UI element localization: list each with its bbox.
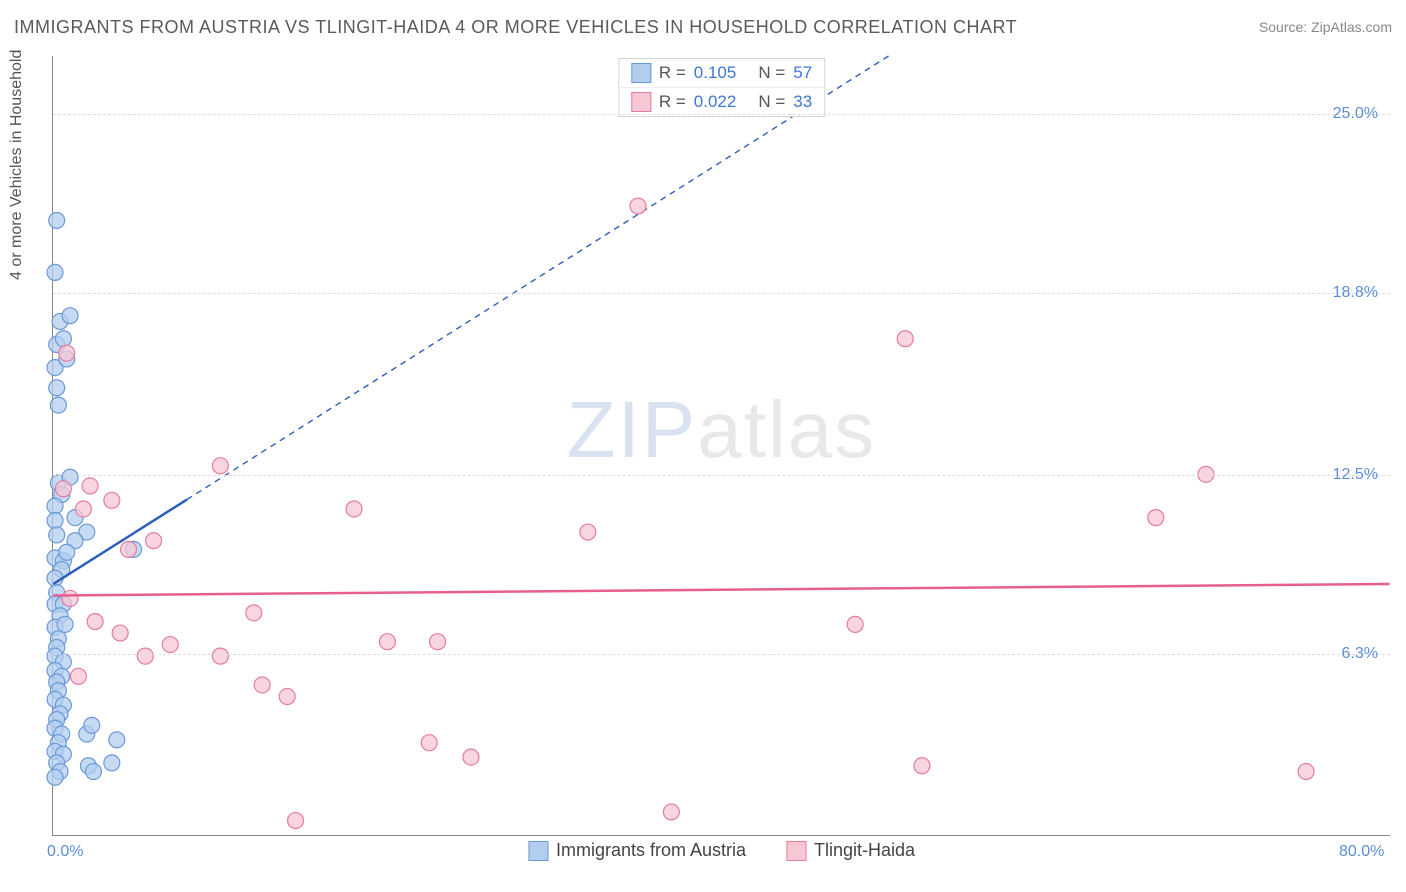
stat-r-value: 0.022	[694, 92, 737, 112]
scatter-point	[47, 769, 63, 785]
legend-swatch	[528, 841, 548, 861]
scatter-point	[663, 804, 679, 820]
scatter-point	[70, 668, 86, 684]
scatter-svg	[53, 56, 1390, 835]
legend-label: Immigrants from Austria	[556, 840, 746, 861]
scatter-point	[50, 397, 66, 413]
scatter-point	[59, 345, 75, 361]
scatter-point	[346, 501, 362, 517]
scatter-point	[254, 677, 270, 693]
scatter-point	[47, 513, 63, 529]
stat-n-label: N =	[758, 63, 785, 83]
gridline	[53, 114, 1390, 115]
scatter-point	[104, 492, 120, 508]
scatter-point	[87, 614, 103, 630]
y-tick-label: 6.3%	[1342, 645, 1378, 663]
stat-r-label: R =	[659, 92, 686, 112]
scatter-point	[49, 527, 65, 543]
stats-row: R = 0.022 N = 33	[619, 87, 824, 116]
x-tick-label: 0.0%	[47, 843, 83, 861]
scatter-point	[84, 717, 100, 733]
legend-swatch	[631, 92, 651, 112]
scatter-point	[379, 634, 395, 650]
scatter-point	[109, 732, 125, 748]
scatter-point	[62, 590, 78, 606]
y-tick-label: 12.5%	[1333, 466, 1378, 484]
scatter-point	[463, 749, 479, 765]
gridline	[53, 475, 1390, 476]
scatter-point	[57, 616, 73, 632]
scatter-point	[49, 380, 65, 396]
scatter-point	[121, 541, 137, 557]
trend-line-dashed	[187, 56, 889, 500]
scatter-point	[430, 634, 446, 650]
scatter-point	[47, 498, 63, 514]
stat-r-value: 0.105	[694, 63, 737, 83]
stat-n-value: 57	[793, 63, 812, 83]
scatter-point	[137, 648, 153, 664]
scatter-point	[897, 331, 913, 347]
stat-n-label: N =	[758, 92, 785, 112]
stats-legend-box: R = 0.105 N = 57 R = 0.022 N = 33	[618, 58, 825, 117]
y-axis-label: 4 or more Vehicles in Household	[8, 50, 26, 280]
scatter-point	[630, 198, 646, 214]
scatter-point	[47, 264, 63, 280]
scatter-point	[55, 481, 71, 497]
scatter-point	[62, 308, 78, 324]
stat-r-label: R =	[659, 63, 686, 83]
legend-swatch	[786, 841, 806, 861]
legend-label: Tlingit-Haida	[814, 840, 915, 861]
scatter-point	[580, 524, 596, 540]
scatter-point	[212, 648, 228, 664]
scatter-point	[85, 764, 101, 780]
source-attribution: Source: ZipAtlas.com	[1259, 19, 1392, 35]
stat-n-value: 33	[793, 92, 812, 112]
y-tick-label: 25.0%	[1333, 105, 1378, 123]
scatter-point	[82, 478, 98, 494]
scatter-point	[288, 813, 304, 829]
stats-row: R = 0.105 N = 57	[619, 59, 824, 87]
scatter-point	[279, 689, 295, 705]
scatter-point	[49, 212, 65, 228]
series-legend: Immigrants from Austria Tlingit-Haida	[528, 840, 915, 861]
y-tick-label: 18.8%	[1333, 284, 1378, 302]
scatter-point	[1298, 764, 1314, 780]
chart-plot-area: ZIPatlas R = 0.105 N = 57 R = 0.022 N = …	[52, 56, 1390, 836]
scatter-point	[914, 758, 930, 774]
scatter-point	[55, 331, 71, 347]
gridline	[53, 654, 1390, 655]
scatter-point	[75, 501, 91, 517]
scatter-point	[212, 458, 228, 474]
scatter-point	[112, 625, 128, 641]
scatter-point	[146, 533, 162, 549]
gridline	[53, 293, 1390, 294]
legend-swatch	[631, 63, 651, 83]
x-tick-label: 80.0%	[1339, 843, 1384, 861]
scatter-point	[421, 735, 437, 751]
legend-item: Immigrants from Austria	[528, 840, 746, 861]
scatter-point	[847, 616, 863, 632]
scatter-point	[1148, 510, 1164, 526]
chart-title: IMMIGRANTS FROM AUSTRIA VS TLINGIT-HAIDA…	[14, 17, 1017, 38]
scatter-point	[59, 544, 75, 560]
legend-item: Tlingit-Haida	[786, 840, 915, 861]
trend-line	[53, 584, 1389, 596]
scatter-point	[162, 637, 178, 653]
scatter-point	[104, 755, 120, 771]
scatter-point	[246, 605, 262, 621]
